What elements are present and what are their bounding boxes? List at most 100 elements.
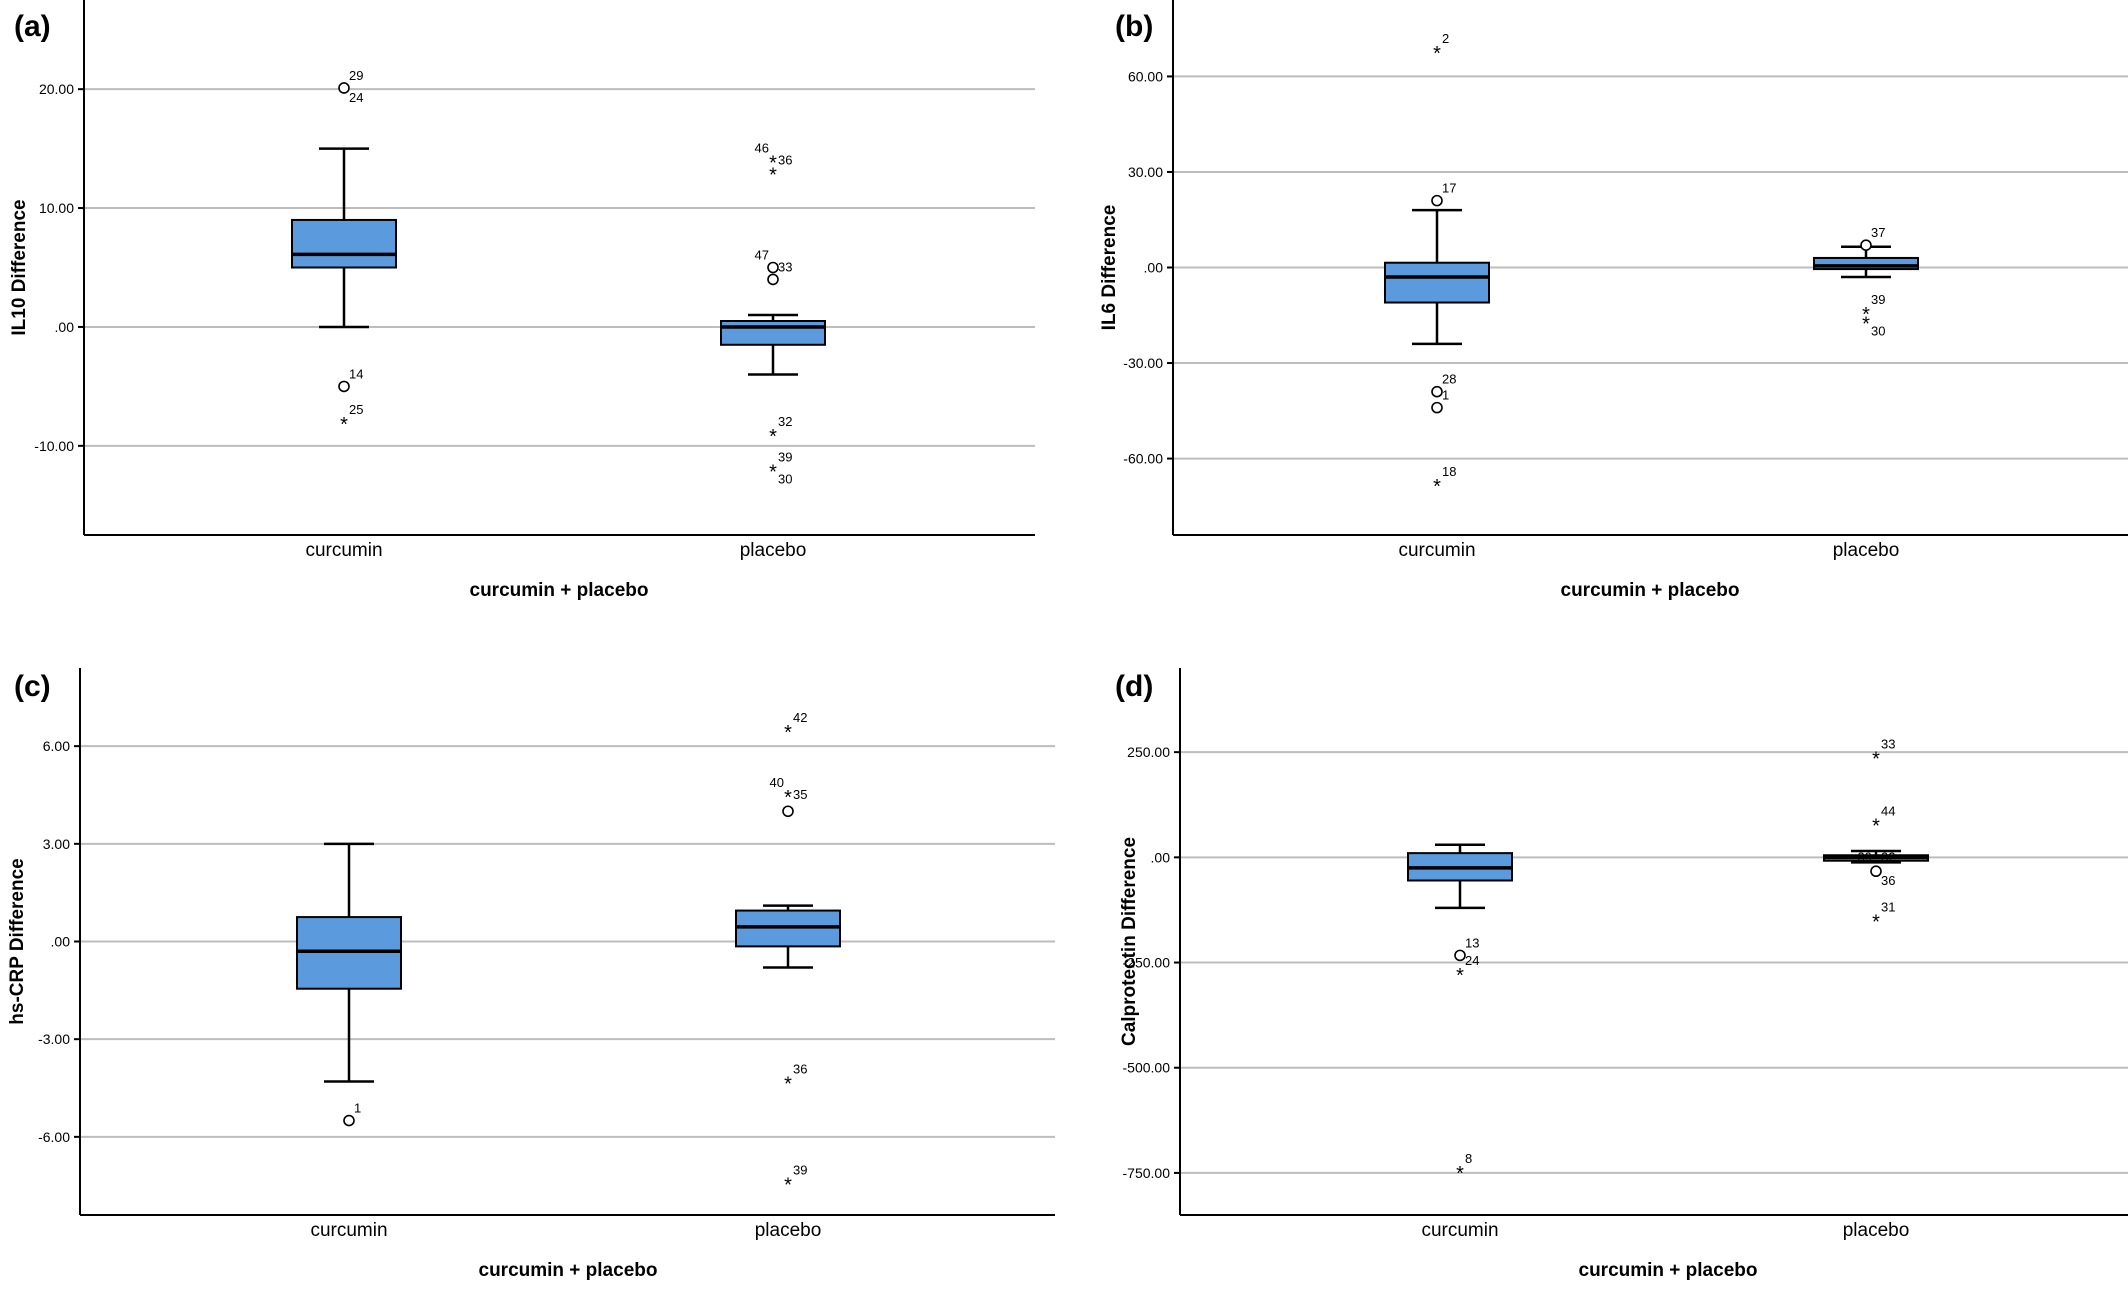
outlier-star: * — [1872, 912, 1880, 934]
outlier-label: 42 — [793, 710, 807, 725]
outlier-star: * — [784, 722, 792, 744]
box-curcumin — [1407, 843, 1513, 910]
outlier-label: 36 — [1881, 873, 1895, 888]
y-tick-label: 6.00 — [43, 738, 70, 754]
outlier-label: 25 — [349, 402, 363, 417]
outlier-star: * — [1456, 965, 1464, 987]
outlier-star: * — [1433, 476, 1441, 498]
outlier-circle — [1860, 239, 1872, 252]
outlier-star: * — [340, 414, 348, 436]
x-category-label: placebo — [1843, 1220, 1910, 1241]
outlier-label: 29 — [349, 68, 363, 83]
outlier-label: 28 — [1442, 372, 1456, 387]
outlier-star: * — [769, 426, 777, 448]
outlier-label: 24 — [1465, 953, 1479, 968]
outlier-label: 32 — [1881, 849, 1895, 864]
outlier-star: * — [784, 1174, 792, 1196]
y-tick-label: .00 — [1151, 849, 1171, 865]
x-category-label: curcumin — [305, 540, 382, 561]
outlier-star: * — [1433, 43, 1441, 65]
outlier-circle — [1870, 865, 1882, 878]
chart-panel-2: 60.00 30.00 .00 -30.00 -60.00 IL6 Difference (… — [1099, 0, 2128, 601]
outlier-circle — [343, 1114, 355, 1127]
box-iqr — [1813, 256, 1919, 271]
y-axis-title: IL6 Difference — [1099, 205, 1120, 331]
outlier-star: * — [1862, 314, 1870, 336]
outlier-circle — [767, 273, 779, 286]
y-tick-label: 30.00 — [1128, 164, 1163, 180]
box-placebo — [1823, 849, 1929, 864]
y-tick-label: -60.00 — [1123, 451, 1163, 467]
y-tick-label: .00 — [51, 934, 71, 950]
box-curcumin — [1384, 208, 1490, 346]
box-iqr — [291, 218, 397, 269]
outlier-label: 33 — [778, 259, 792, 274]
outlier-label: 30 — [778, 472, 792, 487]
y-axis-title: Calprotectin Difference — [1119, 837, 1140, 1046]
outlier-label: 44 — [1881, 804, 1895, 819]
outlier-label: 17 — [1442, 181, 1456, 196]
outlier-circle — [767, 261, 779, 274]
panel-label: (a) — [14, 10, 51, 43]
y-tick-label: 3.00 — [43, 836, 70, 852]
y-tick-label: 10.00 — [39, 200, 74, 216]
outlier-label: 36 — [778, 152, 792, 167]
outlier-label: 14 — [349, 366, 363, 381]
panel-label: (b) — [1115, 10, 1153, 43]
x-category-label: placebo — [740, 540, 807, 561]
outlier-circle — [1431, 401, 1443, 414]
x-category-label: curcumin — [1398, 540, 1475, 561]
outlier-label: 39 — [1858, 849, 1872, 864]
panel-label: (d) — [1115, 670, 1153, 703]
box-iqr — [720, 320, 826, 346]
x-category-label: curcumin — [310, 1220, 387, 1241]
chart-panel-1: 20.00 10.00 .00 -10.00 IL10 Difference (a) cur… — [9, 0, 1035, 601]
outlier-star: * — [769, 164, 777, 186]
y-tick-label: .00 — [1144, 260, 1164, 276]
outlier-circle — [1454, 949, 1466, 962]
y-tick-label: -500.00 — [1123, 1060, 1171, 1076]
outlier-label: 1 — [1442, 388, 1449, 403]
box-placebo — [1813, 245, 1919, 279]
y-tick-label: 60.00 — [1128, 68, 1163, 84]
y-tick-label: -3.00 — [38, 1031, 70, 1047]
y-axis-title: IL10 Difference — [9, 199, 30, 335]
outlier-star: * — [1456, 1163, 1464, 1185]
outlier-circle — [338, 380, 350, 393]
outlier-label: 32 — [778, 414, 792, 429]
outlier-star: * — [1872, 816, 1880, 838]
outlier-label: 36 — [793, 1062, 807, 1077]
outlier-label: 39 — [793, 1162, 807, 1177]
outlier-label: 40 — [770, 775, 784, 790]
x-axis-title: curcumin + placebo — [1561, 580, 1740, 601]
y-tick-label: -750.00 — [1123, 1165, 1171, 1181]
box-curcumin — [291, 147, 397, 329]
box-placebo — [735, 904, 841, 969]
outlier-star: * — [1862, 304, 1870, 326]
outlier-star: * — [784, 787, 792, 809]
outlier-circle — [782, 805, 794, 818]
outlier-star: * — [784, 1074, 792, 1096]
y-tick-label: 250.00 — [1127, 744, 1170, 760]
outlier-label: 13 — [1465, 935, 1479, 950]
outlier-label: 47 — [755, 248, 769, 263]
outlier-label: 24 — [349, 90, 363, 105]
panel-label: (c) — [14, 670, 51, 703]
outlier-circle — [338, 82, 350, 94]
box-curcumin — [296, 842, 402, 1083]
chart-panel-3: 6.00 3.00 .00 -3.00 -6.00 hs-CRP Difference (c… — [7, 668, 1055, 1281]
outlier-label: 35 — [793, 787, 807, 802]
x-category-label: placebo — [1833, 540, 1900, 561]
x-category-label: placebo — [755, 1220, 822, 1241]
y-tick-label: 20.00 — [39, 81, 74, 97]
outlier-label: 37 — [1871, 225, 1885, 240]
outlier-label: 46 — [755, 141, 769, 156]
outlier-circle — [1431, 194, 1443, 207]
y-tick-label: -250.00 — [1123, 955, 1171, 971]
outlier-label: 18 — [1442, 464, 1456, 479]
outlier-star: * — [769, 462, 777, 484]
outlier-star: * — [1872, 748, 1880, 770]
y-tick-label: -30.00 — [1123, 355, 1163, 371]
y-axis-title: hs-CRP Difference — [7, 858, 28, 1024]
